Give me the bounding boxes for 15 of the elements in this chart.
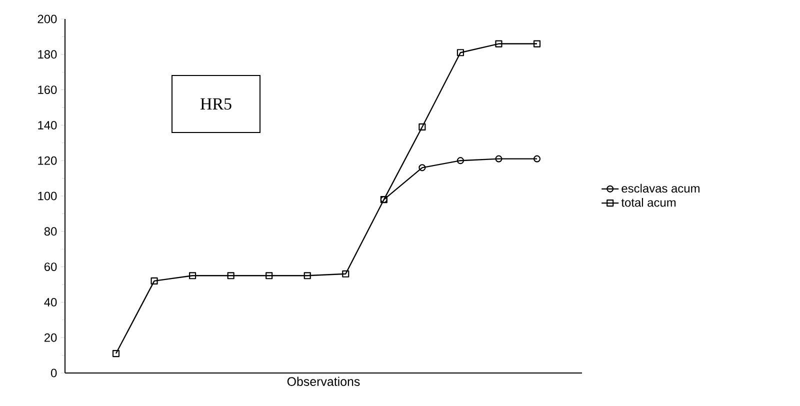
- y-tick-label: 40: [44, 298, 57, 306]
- y-tick-label: 120: [38, 156, 57, 165]
- y-tick-label: 200: [38, 14, 57, 24]
- y-tick-label: 140: [38, 120, 57, 130]
- y-tick-label: 160: [38, 86, 57, 94]
- y-tick-label: 0: [51, 368, 57, 378]
- x-axis-title: Observations: [287, 376, 360, 386]
- y-tick-label: 180: [38, 50, 57, 59]
- y-tick-label: 60: [44, 262, 57, 272]
- y-tick-label: 80: [44, 227, 57, 236]
- legend-label: esclavas acum: [622, 184, 700, 193]
- y-tick-label: 100: [38, 192, 57, 200]
- annotation: HR5: [200, 98, 232, 110]
- y-tick-label: 20: [44, 333, 57, 342]
- legend-label: total acum: [621, 198, 676, 207]
